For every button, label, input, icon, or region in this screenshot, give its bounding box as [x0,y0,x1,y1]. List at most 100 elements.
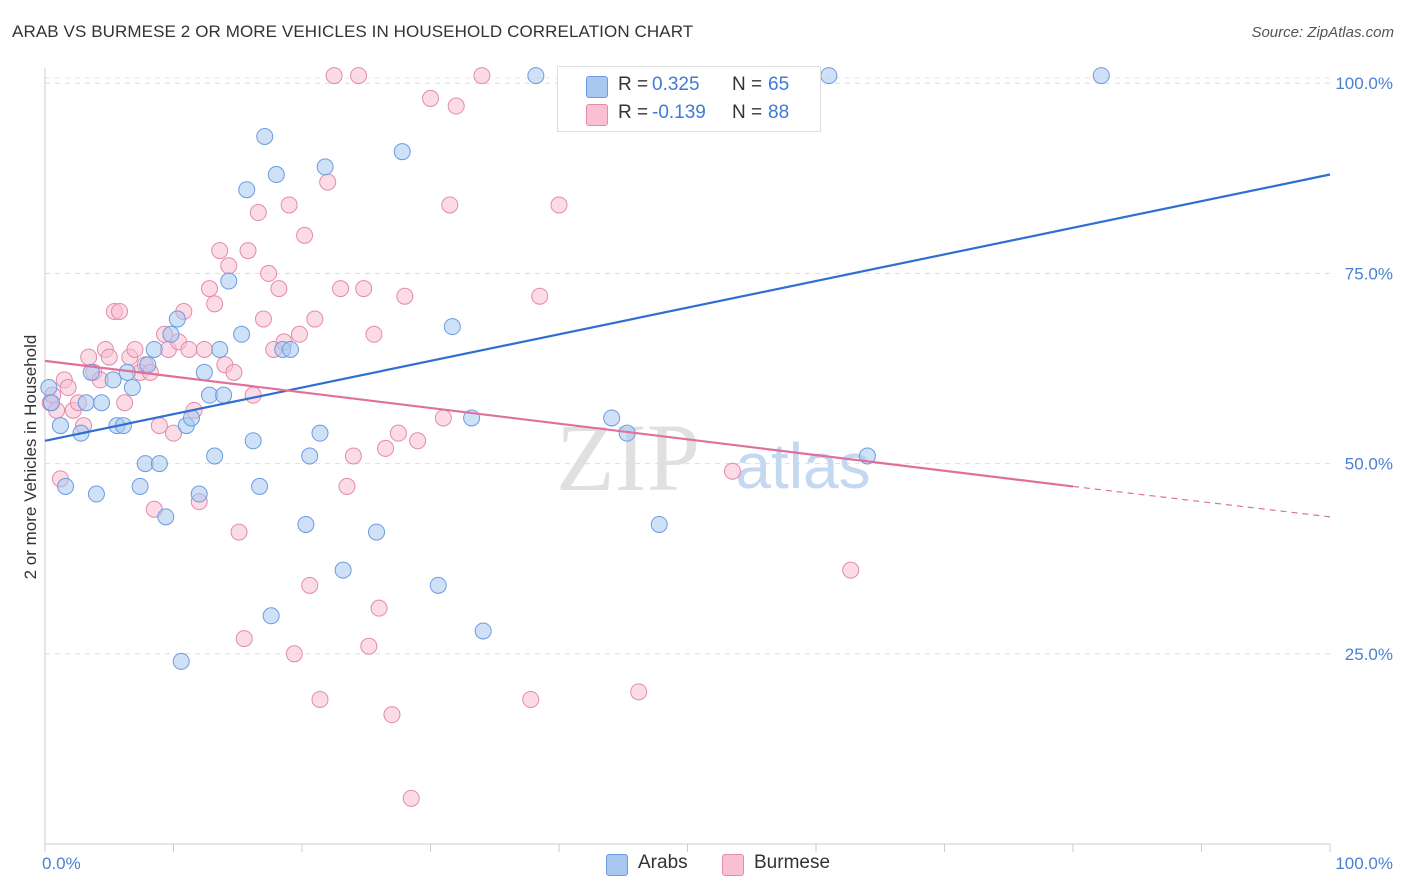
y-tick-label: 50.0% [1345,455,1393,474]
watermark: ZIP atlas [556,404,871,511]
burmese-trend-extension [1072,485,1331,518]
r-label: R = [618,102,649,123]
arabs-swatch [586,76,608,98]
arab-point [474,622,492,640]
r-value: 0.325 [652,74,700,95]
arab-point [233,325,251,343]
arab-point [211,340,229,358]
r-value: -0.139 [652,102,706,123]
stats-legend: R = 0.325 N = 65 R = -0.139 N = 88 [557,66,821,132]
arab-point [429,576,447,594]
chart-title: ARAB VS BURMESE 2 OR MORE VEHICLES IN HO… [12,22,694,41]
arab-point [215,386,233,404]
burmese-point [100,348,118,366]
arab-point [57,477,75,495]
arabs-trend-line [44,173,1331,442]
burmese-point [842,561,860,579]
y-tick-label: 25.0% [1345,645,1393,664]
arab-point [256,127,274,145]
burmese-point [116,394,134,412]
burmese-point [206,295,224,313]
burmese-point [280,196,298,214]
arab-point [77,394,95,412]
burmese-point [441,196,459,214]
arab-point [104,371,122,389]
y-tick-label: 100.0% [1335,74,1393,93]
burmese-point [195,340,213,358]
arab-point [136,455,154,473]
burmese-trend-line [44,359,1074,488]
arab-point [51,417,69,435]
burmese-point [244,386,262,404]
arab-point [1092,67,1110,85]
burmese-point [383,706,401,724]
arab-point [262,607,280,625]
arab-point [301,447,319,465]
burmese-point [370,599,388,617]
burmese-point [126,340,144,358]
burmese-point [200,280,218,298]
burmese-point [235,630,253,648]
burmese-point [290,325,308,343]
burmese-point [260,264,278,282]
burmese-point [344,447,362,465]
burmese-point [270,280,288,298]
tick-labels: 100.0% 75.0% 50.0% 25.0% 0.0% 100.0% [42,74,1393,873]
arab-point [251,477,269,495]
burmese-point [296,226,314,244]
y-tick-label: 75.0% [1345,264,1393,283]
arab-point [131,477,149,495]
burmese-point [332,280,350,298]
burmese-swatch [586,104,608,126]
burmese-point [338,477,356,495]
burmese-point [473,67,491,85]
arab-point [267,166,285,184]
arab-point [316,158,334,176]
watermark-atlas: atlas [735,430,870,502]
arab-point [145,340,163,358]
burmese-point [306,310,324,328]
burmese-point [150,417,168,435]
arab-point [206,447,224,465]
burmese-point [389,424,407,442]
burmese-point [239,242,257,260]
n-label: N = [732,74,763,95]
burmese-point [319,173,337,191]
arab-point [82,363,100,381]
arab-point [195,363,213,381]
arab-point [650,515,668,533]
burmese-point [522,690,540,708]
burmese-point [422,89,439,107]
burmese-point [365,325,383,343]
n-value: 88 [768,102,790,123]
burmese-point [254,310,272,328]
arab-point [123,379,141,397]
burmese-point [230,523,248,541]
arab-point [87,485,105,503]
burmese-point [550,196,568,214]
burmese-point [409,432,427,450]
burmese-point [225,363,243,381]
trend-lines [44,173,1331,518]
burmese-point [531,287,549,305]
burmese-point [211,242,229,260]
burmese-point [325,67,343,85]
x-tick-label: 0.0% [42,854,81,873]
arab-point [603,409,621,427]
n-value: 65 [768,74,790,95]
arab-point [172,652,190,670]
arab-point [190,485,208,503]
arab-point [311,424,329,442]
burmese-point [220,257,238,275]
arab-point [150,455,168,473]
arab-point [139,356,157,374]
r-label: R = [618,74,649,95]
arab-point [162,325,180,343]
burmese-point [402,789,420,807]
watermark-zip: ZIP [556,404,700,511]
legend-row-arabs: R = 0.325 N = 65 [558,72,820,100]
arab-point [238,181,256,199]
axes [44,68,1331,852]
arab-point [42,394,60,412]
burmese-point [59,379,77,397]
